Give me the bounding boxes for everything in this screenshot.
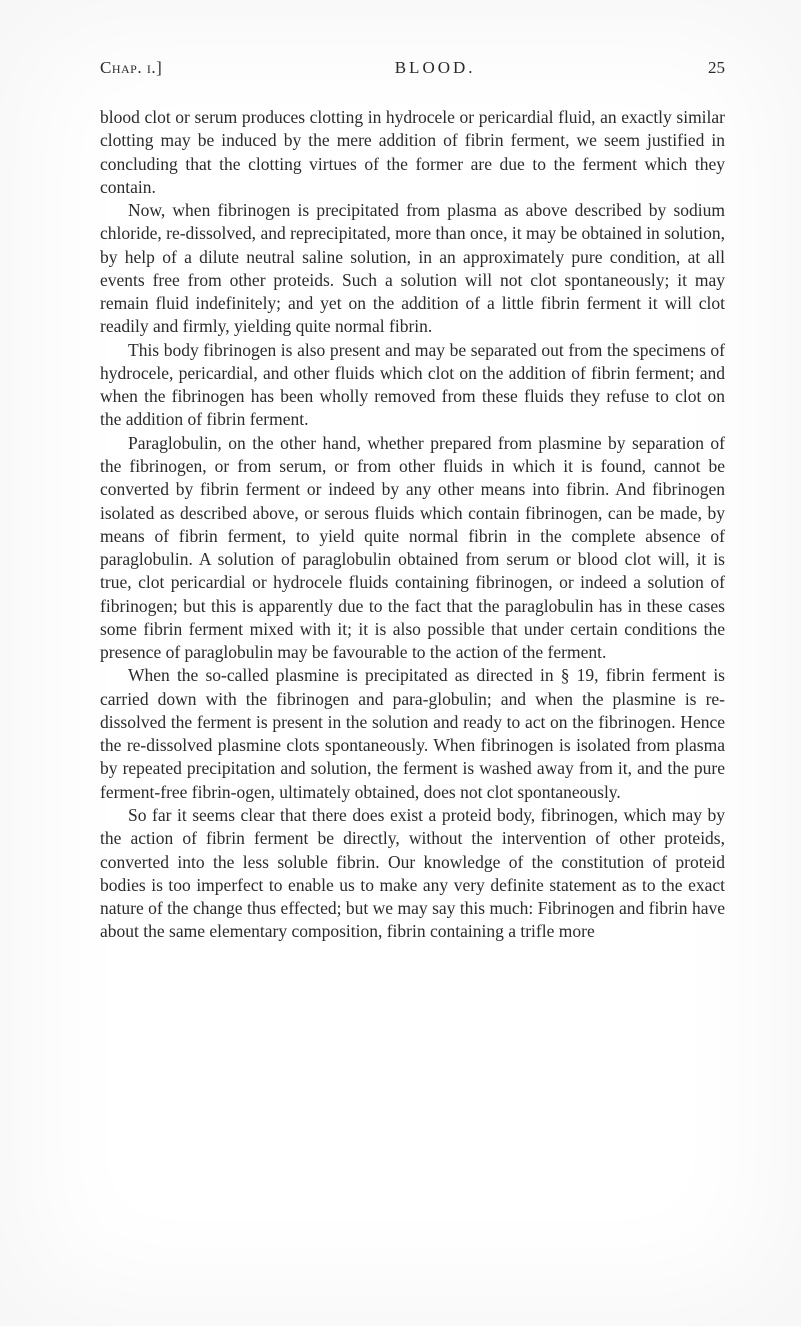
header-title: BLOOD. [395, 58, 476, 78]
paragraph-1: blood clot or serum produces clotting in… [100, 106, 725, 199]
running-header: Chap. i.] BLOOD. 25 [100, 58, 725, 78]
body-text: blood clot or serum produces clotting in… [100, 106, 725, 944]
header-chapter: Chap. i.] [100, 58, 162, 78]
page-container: Chap. i.] BLOOD. 25 blood clot or serum … [0, 0, 801, 1326]
paragraph-6: So far it seems clear that there does ex… [100, 804, 725, 944]
paragraph-5: When the so-called plasmine is precipita… [100, 664, 725, 804]
paragraph-3: This body fibrinogen is also present and… [100, 339, 725, 432]
paragraph-4: Paraglobulin, on the other hand, whether… [100, 432, 725, 665]
paragraph-2: Now, when fibrinogen is precipitated fro… [100, 199, 725, 339]
header-page-number: 25 [708, 58, 725, 78]
